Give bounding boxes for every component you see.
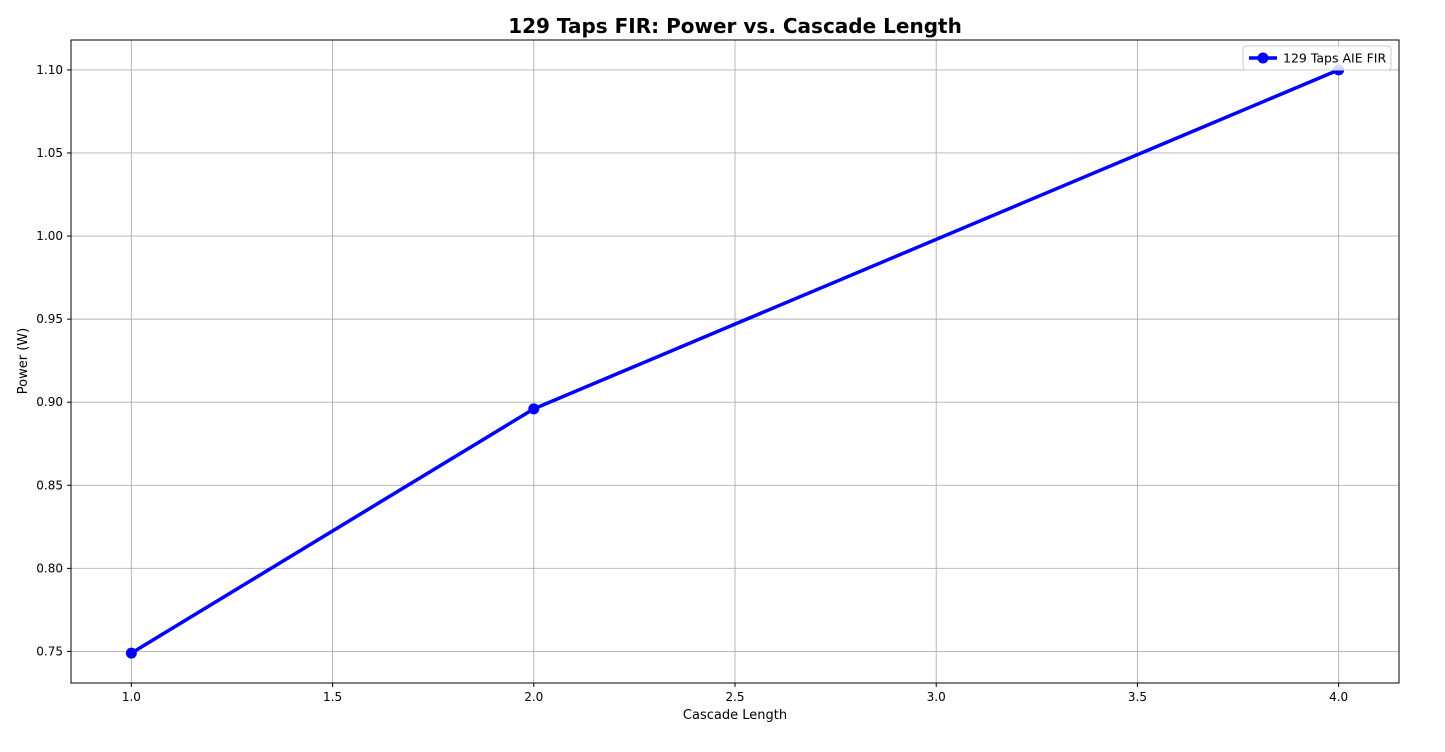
y-tick-label: 0.90	[36, 395, 63, 409]
x-tick-label: 2.0	[524, 690, 543, 704]
y-tick-label: 0.85	[36, 478, 63, 492]
y-tick-label: 0.95	[36, 312, 63, 326]
legend: 129 Taps AIE FIR	[1242, 45, 1392, 71]
x-tick-label: 4.0	[1329, 690, 1348, 704]
y-tick-label: 1.05	[36, 146, 63, 160]
grid	[71, 40, 1399, 683]
x-axis-label: Cascade Length	[683, 708, 787, 723]
y-tick-label: 1.10	[36, 63, 63, 77]
x-tick-label: 1.0	[122, 690, 141, 704]
plot-area-frame	[70, 39, 1400, 684]
axis-ticks: 1.0 1.5 2.0 2.5 3.0 3.5 4.0 0.75 0.80 0.85 0.90 0.9…	[36, 63, 1348, 704]
chart-title: 129 Taps FIR: Power vs. Cascade Length	[508, 14, 962, 38]
y-tick-label: 1.00	[36, 229, 63, 243]
y-tick-label: 0.75	[36, 644, 63, 658]
legend-box	[1242, 45, 1392, 71]
x-tick-label: 1.5	[323, 690, 342, 704]
legend-label: 129 Taps AIE FIR	[1283, 51, 1386, 66]
x-tick-label: 3.5	[1128, 690, 1147, 704]
x-tick-label: 3.0	[927, 690, 946, 704]
legend-marker	[1257, 52, 1269, 64]
data-point	[528, 403, 540, 415]
y-axis-label: Power (W)	[16, 328, 31, 394]
data-point	[125, 647, 137, 659]
y-tick-label: 0.80	[36, 561, 63, 575]
x-tick-label: 2.5	[725, 690, 744, 704]
